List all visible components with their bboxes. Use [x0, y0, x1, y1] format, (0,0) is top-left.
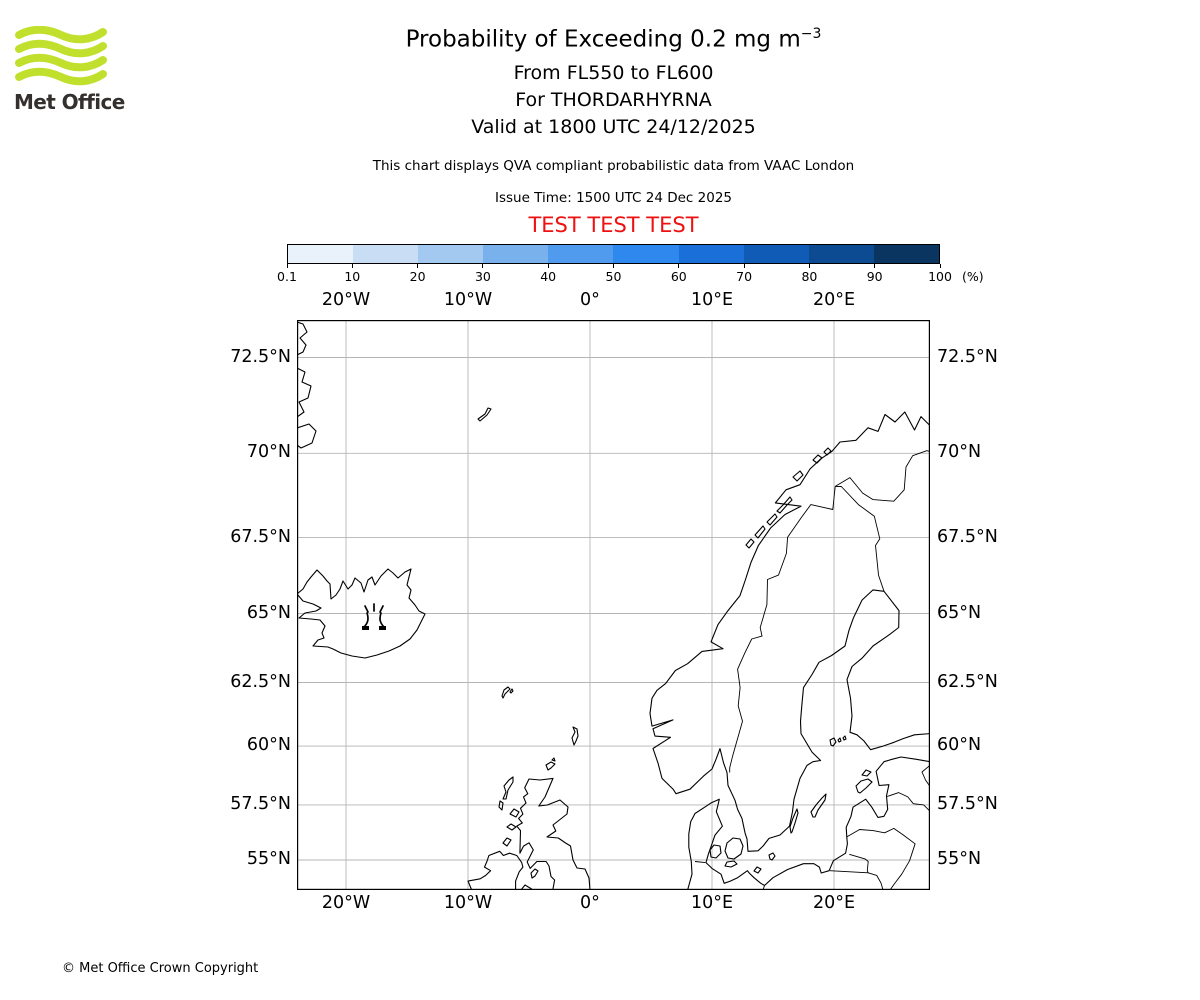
volcano-marker-icon	[362, 603, 386, 630]
colorbar-tick	[351, 264, 353, 268]
issue-time: Issue Time: 1500 UTC 24 Dec 2025	[494, 190, 733, 206]
lat-label-left: 60°N	[246, 735, 291, 756]
lat-label-right: 57.5°N	[937, 793, 998, 814]
lat-label-right: 55°N	[937, 849, 982, 869]
colorbar-tick-label: 0.1	[277, 269, 297, 284]
colorbar-cell	[678, 245, 744, 263]
colorbar-tick	[743, 264, 745, 268]
subtitle-valid-time: Valid at 1800 UTC 24/12/2025	[471, 116, 756, 138]
lat-label-right: 60°N	[937, 735, 982, 756]
colorbar-tick	[547, 264, 549, 268]
lon-label-bottom: 20°E	[812, 893, 856, 913]
logo-waves-icon	[15, 26, 107, 86]
colorbar-cell	[288, 245, 354, 263]
copyright-notice: © Met Office Crown Copyright	[62, 961, 259, 976]
colorbar-cell	[418, 245, 484, 263]
colorbar-cell	[548, 245, 614, 263]
page-title: Probability of Exceeding 0.2 mg m−3	[27, 26, 1200, 53]
colorbar-tick-label: 30	[474, 269, 491, 284]
logo-brand-text: Met Office	[14, 90, 125, 114]
subtitle-volcano: For THORDARHYRNA	[515, 89, 712, 111]
lat-label-right: 72.5°N	[937, 346, 998, 367]
test-banner: TEST TEST TEST	[528, 213, 699, 237]
colorbar-tick	[286, 264, 288, 268]
lat-label-left: 67.5°N	[230, 526, 291, 547]
colorbar-tick-label: 50	[605, 269, 622, 284]
lat-label-left: 57.5°N	[230, 793, 291, 814]
lat-label-right: 70°N	[937, 442, 982, 463]
colorbar-tick-label: 60	[670, 269, 687, 284]
colorbar-tick	[808, 264, 810, 268]
colorbar-tick-label: 20	[409, 269, 426, 284]
country-borders	[694, 450, 930, 890]
lat-label-left: 55°N	[246, 849, 291, 869]
colorbar-tick	[678, 264, 680, 268]
lon-label-top: 10°E	[690, 290, 734, 310]
colorbar-tick-label: 10	[344, 269, 361, 284]
probability-colorbar	[287, 244, 940, 264]
subtitle-flight-levels: From FL550 to FL600	[513, 62, 714, 84]
lat-label-right: 65°N	[937, 602, 982, 623]
lat-label-left: 72.5°N	[230, 346, 291, 367]
map-gridlines	[297, 320, 930, 890]
qva-description: This chart displays QVA compliant probab…	[372, 158, 855, 174]
map-frame	[297, 320, 930, 890]
colorbar-tick-label: 80	[801, 269, 818, 284]
coastlines	[297, 321, 930, 890]
lon-label-bottom: 0°	[580, 893, 600, 913]
met-office-logo	[15, 26, 107, 86]
lon-label-bottom: 10°E	[690, 893, 734, 913]
lon-label-top: 20°W	[321, 290, 371, 310]
colorbar-tick-label: 70	[736, 269, 753, 284]
lon-label-top: 20°E	[812, 290, 856, 310]
colorbar-tick	[417, 264, 419, 268]
colorbar-cell	[483, 245, 549, 263]
colorbar-tick	[939, 264, 941, 268]
colorbar-cell	[873, 245, 939, 263]
lat-label-left: 65°N	[246, 602, 291, 623]
lat-label-right: 67.5°N	[937, 526, 998, 547]
lat-label-right: 62.5°N	[937, 671, 998, 692]
colorbar-cell	[743, 245, 809, 263]
title-superscript: −3	[800, 26, 822, 42]
lon-label-bottom: 20°W	[321, 893, 371, 913]
title-main: Probability of Exceeding 0.2 mg m	[405, 26, 801, 53]
colorbar-cell	[613, 245, 679, 263]
colorbar-tick	[613, 264, 614, 268]
lat-label-left: 70°N	[246, 442, 291, 463]
lon-label-bottom: 10°W	[443, 893, 493, 913]
colorbar-tick-label: 40	[540, 269, 557, 284]
colorbar-tick	[482, 264, 484, 268]
colorbar-cell	[353, 245, 419, 263]
colorbar-tick-label: 90	[866, 269, 883, 284]
colorbar-cell	[808, 245, 874, 263]
colorbar-tick	[874, 264, 876, 268]
lon-label-top: 0°	[580, 290, 600, 310]
colorbar-tick-label: 100	[928, 269, 952, 284]
lon-label-top: 10°W	[443, 290, 493, 310]
colorbar-unit-label: (%)	[962, 269, 984, 284]
probability-map	[297, 320, 930, 890]
lat-label-left: 62.5°N	[230, 671, 291, 692]
